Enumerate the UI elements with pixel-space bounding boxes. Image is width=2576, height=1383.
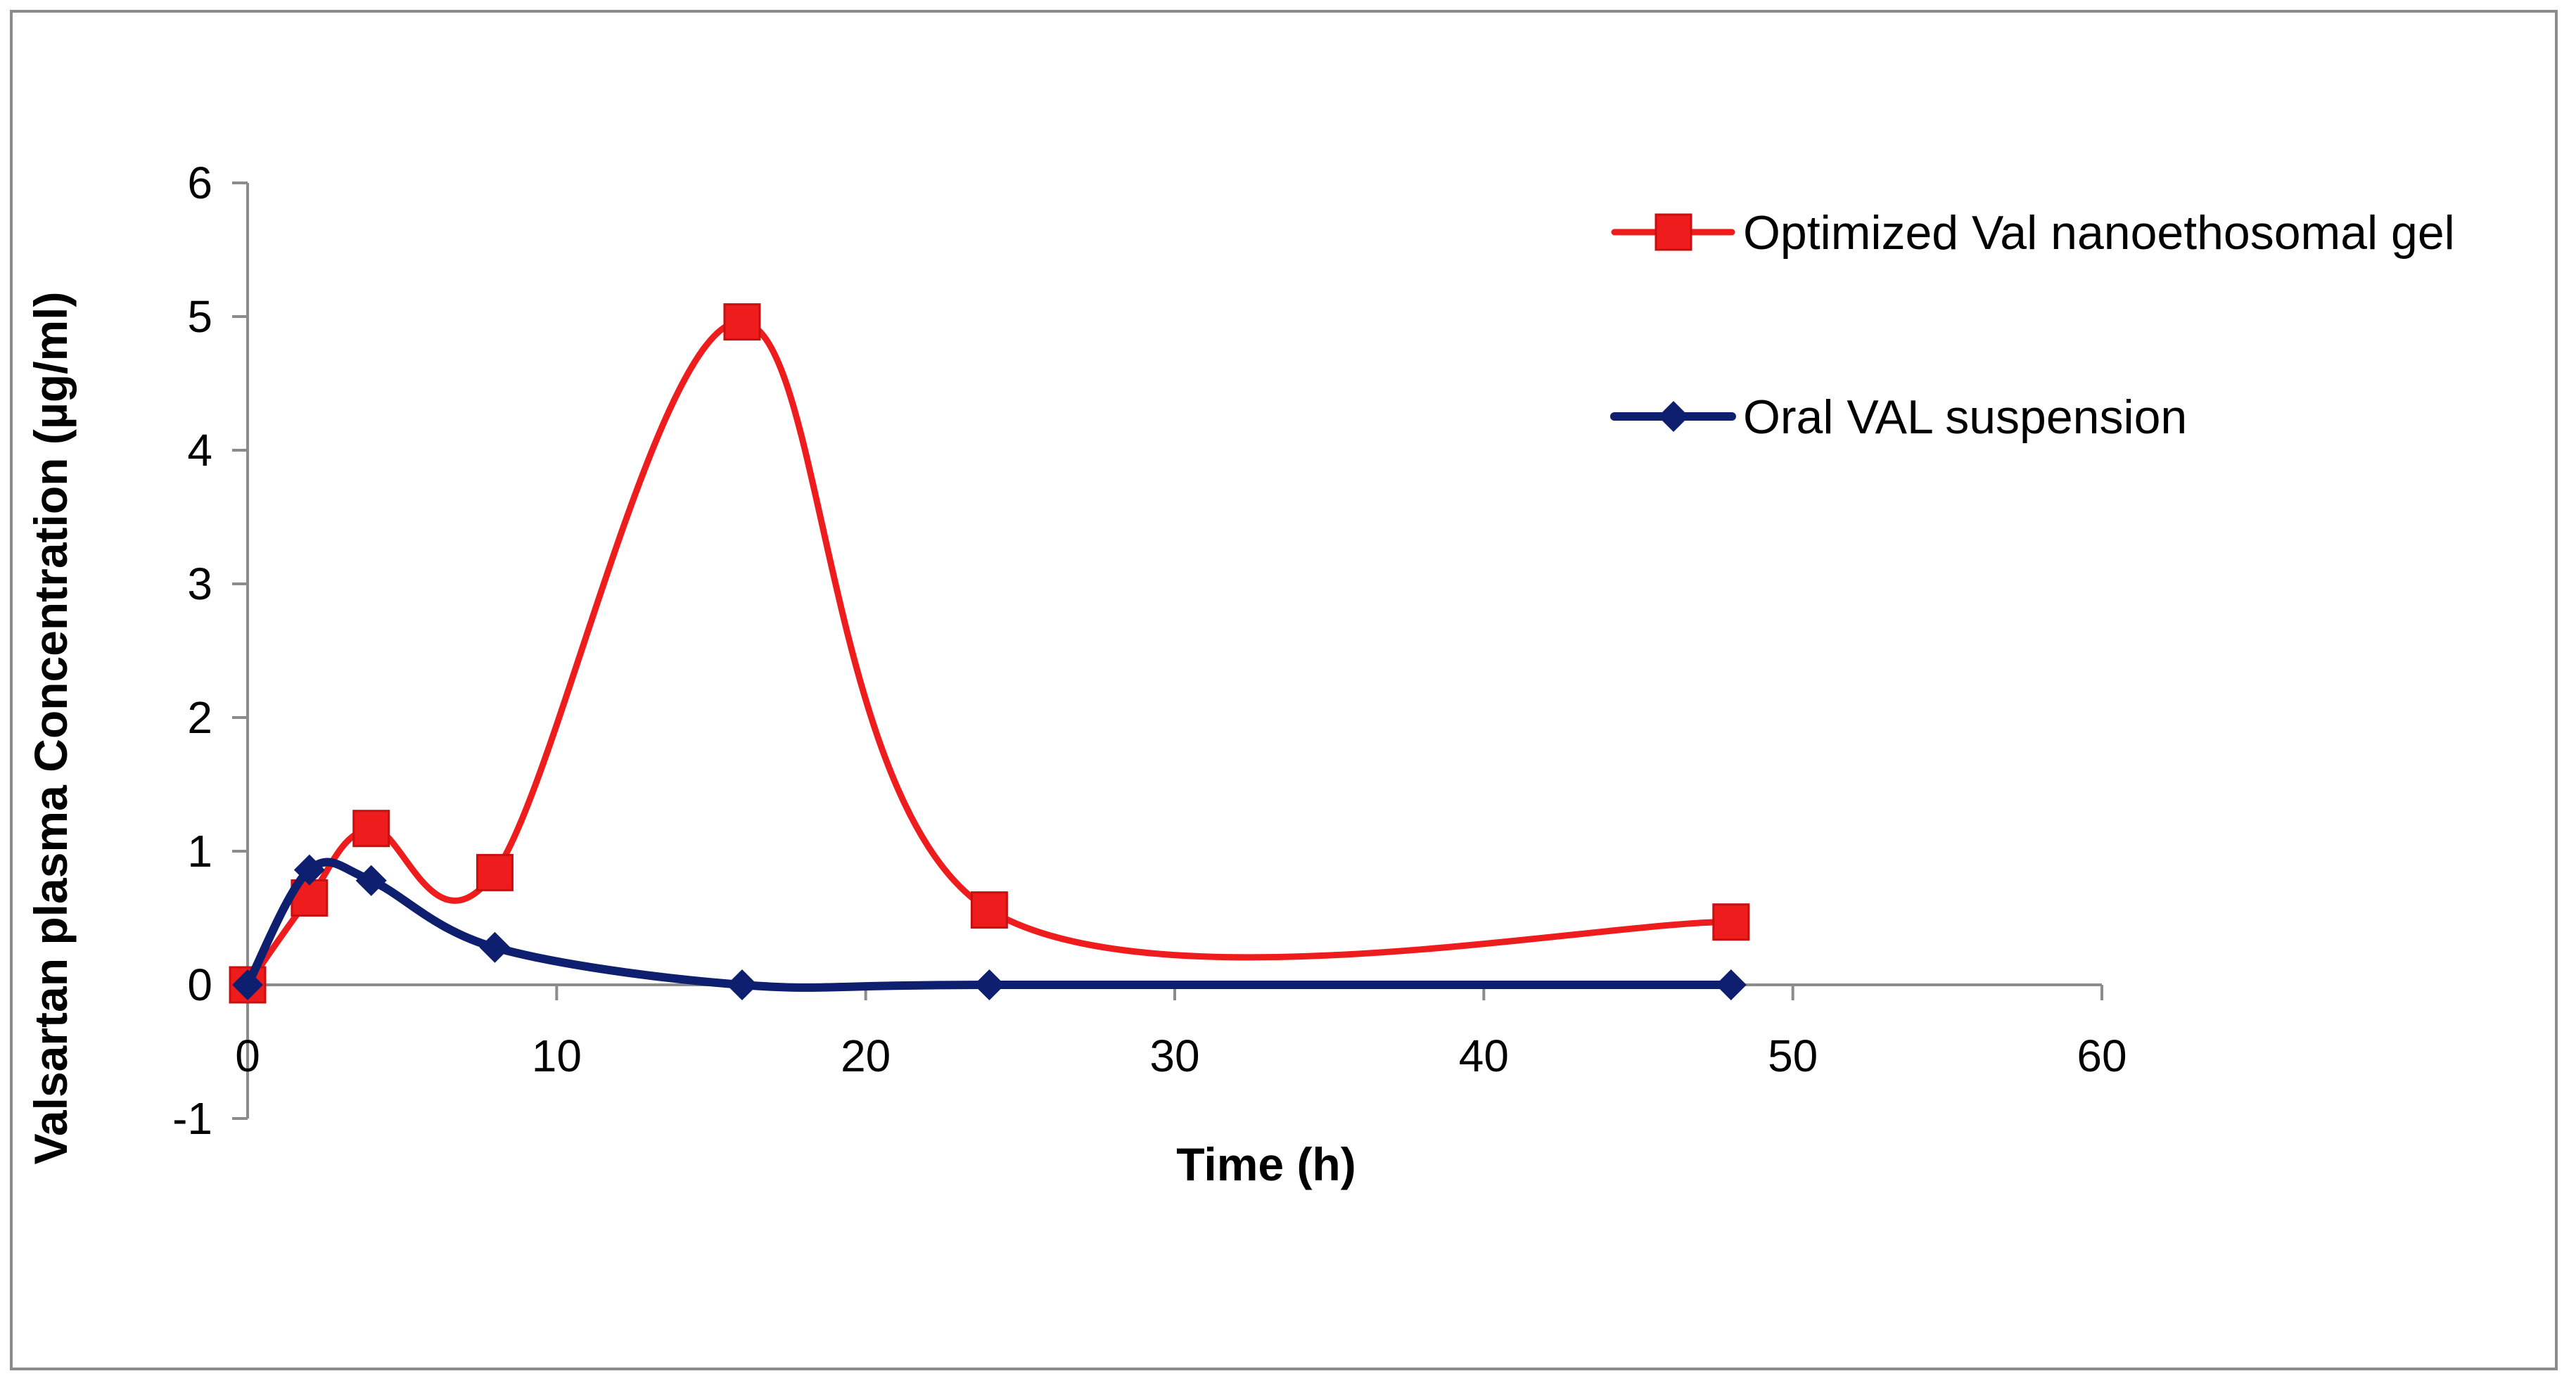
x-tick-label: 50 xyxy=(1768,1031,1818,1081)
x-tick-label: 0 xyxy=(235,1031,260,1081)
data-point-gel xyxy=(476,853,514,891)
data-point-oral xyxy=(974,969,1005,1000)
x-tick-label: 30 xyxy=(1149,1031,1199,1081)
data-point-gel xyxy=(1712,903,1750,941)
legend-item-gel: Optimized Val nanoethosomal gel xyxy=(1611,206,2455,260)
series-line-oral xyxy=(243,858,1735,992)
data-point-gel xyxy=(970,891,1008,929)
y-tick-label: 5 xyxy=(187,291,212,342)
legend: Optimized Val nanoethosomal gel Oral VAL … xyxy=(1610,206,2455,444)
x-tick-label: 40 xyxy=(1459,1031,1509,1081)
y-tick-label: -1 xyxy=(172,1093,212,1144)
data-point-oral xyxy=(479,931,511,963)
series-gel xyxy=(229,303,1750,1004)
legend-marker-oral xyxy=(1658,401,1689,432)
data-point-oral xyxy=(1715,969,1747,1000)
data-point-oral xyxy=(726,969,758,1000)
y-tick-label: 3 xyxy=(187,559,212,609)
legend-item-oral: Oral VAL suspension xyxy=(1610,390,2187,444)
y-axis-title: Valsartan plasma Concentration (µg/ml) xyxy=(25,292,77,1165)
series-line-gel xyxy=(244,319,1735,988)
data-point-oral xyxy=(232,969,263,1000)
y-tick-label: 2 xyxy=(187,692,212,743)
data-point-oral xyxy=(355,865,387,896)
legend-label-gel: Optimized Val nanoethosomal gel xyxy=(1743,206,2455,260)
series-oral xyxy=(232,854,1747,1000)
legend-label-oral: Oral VAL suspension xyxy=(1743,390,2187,444)
y-tick-label: 0 xyxy=(187,960,212,1010)
x-tick-label: 60 xyxy=(2077,1031,2127,1081)
series-layer xyxy=(229,303,1750,1004)
chart-frame xyxy=(10,10,2558,1370)
x-tick-label: 20 xyxy=(841,1031,891,1081)
y-tick-label: 6 xyxy=(187,158,212,208)
x-axis-title: Time (h) xyxy=(1176,1138,1356,1190)
data-point-oral xyxy=(293,854,325,886)
data-point-gel xyxy=(723,303,761,341)
y-tick-label: 1 xyxy=(187,826,212,877)
legend-marker-gel xyxy=(1654,213,1692,251)
data-point-gel xyxy=(352,810,390,848)
x-tick-label: 10 xyxy=(532,1031,582,1081)
y-tick-label: 4 xyxy=(187,425,212,476)
